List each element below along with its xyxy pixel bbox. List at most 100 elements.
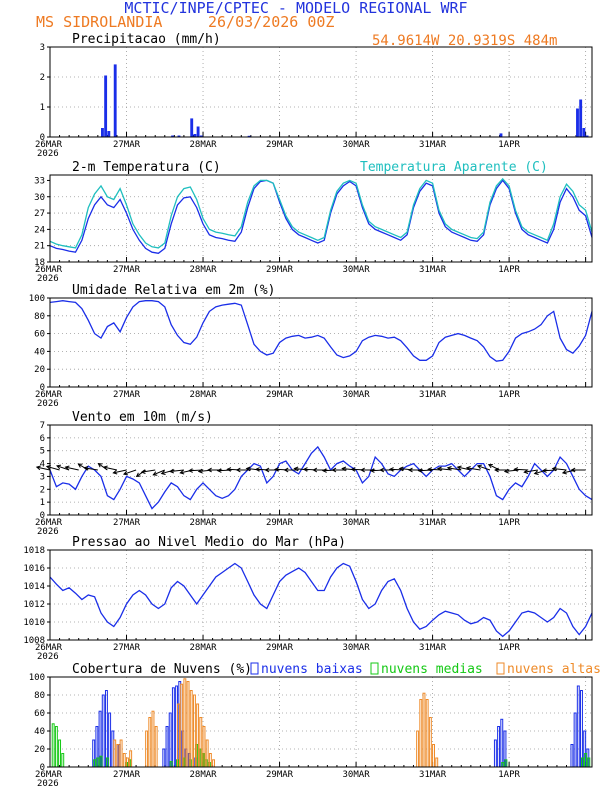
cloud-bar [576,685,580,768]
precip-bar [499,133,503,137]
wind-arrow-head [152,471,158,476]
cloud-bar [154,726,158,768]
wind-arrow-head [513,467,519,472]
y-tick-label: 6 [40,434,45,444]
cloud-bar [58,739,62,768]
wind-arrow [514,468,529,471]
y-tick-label: 21 [34,242,45,252]
wind-arrow-head [436,466,442,472]
cloud-bar [168,712,172,768]
temp-title: 2-m Temperatura (C) [72,160,221,175]
wind-arrow-head [369,468,375,473]
wind-arrow-head [283,467,289,473]
precip-title: Precipitacao (mm/h) [72,32,221,47]
x-day-label: 31MAR [419,265,447,275]
precip-bar [104,75,108,137]
precip-frame [49,46,593,138]
x-day-label: 29MAR [266,770,294,780]
x-start-label: 26MAR [35,770,63,780]
cloud-bar [416,730,420,768]
x-day-label: 1APR [498,518,520,528]
x-start-label: 26MAR [35,265,63,275]
cloud-bar [54,726,58,768]
y-tick-label: 1012 [23,600,45,610]
precip-bar [101,128,104,137]
cloud-legend-label: nuvens baixas [261,662,363,677]
wind-arrow [477,465,491,471]
x-day-label: 30MAR [343,770,371,780]
y-tick-label: 18 [34,258,45,268]
y-tick-label: 20 [34,365,45,375]
rh-title: Umidade Relativa em 2m (%) [72,283,276,298]
x-year-label: 2026 [37,779,59,789]
x-day-label: 28MAR [189,140,217,150]
pressure-title: Pressao ao Nivel Medio do Mar (hPa) [72,535,346,550]
cloud-bar [425,699,429,768]
wind-arrow-head [179,469,185,475]
precip-bar [585,135,589,137]
header-run: 26/03/2026 00Z [208,13,334,31]
wind-arrow-head [446,466,452,471]
temp-legend: Temperatura Aparente (C) [360,160,548,175]
wind-arrow-head [245,466,251,472]
cloud-bar [419,699,423,768]
y-tick-label: 100 [29,673,45,683]
cloud-bar [500,718,504,768]
cloud-bar [162,748,166,768]
y-tick-label: 0 [40,133,45,143]
cloud-bar [212,759,216,768]
wind-arrow-head [350,467,356,472]
y-tick-label: 24 [34,225,45,235]
y-tick-label: 20 [34,745,45,755]
y-tick-label: 2 [40,485,45,495]
cloud-bar [573,712,577,768]
y-tick-label: 100 [29,294,45,304]
cloud-legend-swatch [370,662,379,675]
y-tick-label: 0 [40,511,45,521]
x-day-label: 30MAR [343,518,371,528]
wind-arrow-head [207,467,212,473]
header-coords: 54.9614W 20.9319S 484m [372,33,557,49]
x-day-label: 27MAR [113,265,141,275]
wind-arrow [153,469,165,476]
wind-arrow-head [122,470,128,476]
x-year-label: 2026 [37,652,59,662]
wind-arrow-head [427,467,433,472]
x-day-label: 29MAR [266,390,294,400]
x-day-label: 30MAR [343,140,371,150]
wind-frame [49,424,593,516]
x-day-label: 28MAR [189,390,217,400]
y-tick-label: 0 [40,383,45,393]
x-start-label: 26MAR [35,518,63,528]
wind-arrow-head [255,467,260,472]
cloud-bar [497,726,501,768]
wind-arrow-head [140,469,146,474]
y-tick-label: 5 [40,447,45,457]
y-tick-label: 2 [40,73,45,83]
wind-arrow [552,468,567,471]
wind-arrow-head [312,467,318,473]
x-day-label: 30MAR [343,265,371,275]
y-tick-label: 60 [34,330,45,340]
wind-arrow [103,466,118,471]
cloud-bar [432,744,436,768]
cloud-bar [493,739,497,768]
y-tick-label: 27 [34,209,45,219]
precip-bar [576,108,579,137]
clouds-frame [49,676,593,768]
cloud-bar [148,717,152,768]
cloud-bar [422,692,426,768]
x-day-label: 28MAR [189,643,217,653]
y-tick-label: 60 [34,709,45,719]
y-tick-label: 80 [34,312,45,322]
cloud-bar [570,744,574,768]
cloud-bar [165,726,169,768]
x-day-label: 29MAR [266,140,294,150]
y-tick-label: 1 [40,498,45,508]
wind-arrow-head [503,468,509,474]
wind-arrow-head [35,465,41,471]
wind-arrow-head [83,466,89,471]
